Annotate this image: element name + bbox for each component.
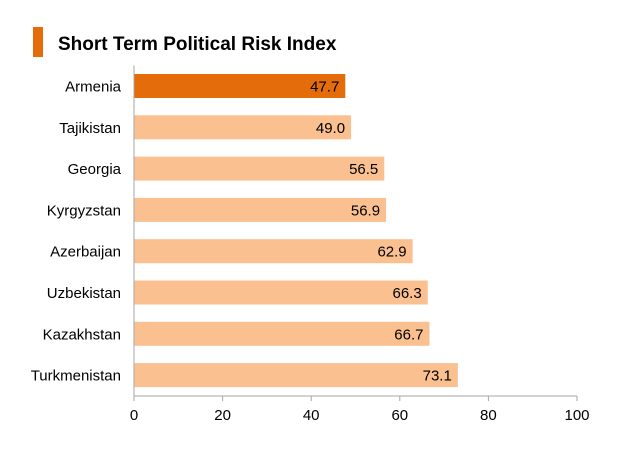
bar-turkmenistan xyxy=(134,363,458,388)
x-tick-label-100: 100 xyxy=(564,407,589,424)
value-label-georgia: 56.5 xyxy=(349,161,378,178)
value-label-turkmenistan: 73.1 xyxy=(423,368,452,385)
value-label-tajikistan: 49.0 xyxy=(316,120,345,137)
category-label-tajikistan: Tajikistan xyxy=(59,120,121,137)
category-label-georgia: Georgia xyxy=(68,161,122,178)
x-tick-label-0: 0 xyxy=(130,407,138,424)
category-label-kyrgyzstan: Kyrgyzstan xyxy=(47,202,121,219)
category-label-uzbekistan: Uzbekistan xyxy=(47,285,121,302)
value-label-uzbekistan: 66.3 xyxy=(393,285,422,302)
value-label-armenia: 47.7 xyxy=(310,79,339,96)
bar-tajikistan xyxy=(134,115,352,140)
category-label-azerbaijan: Azerbaijan xyxy=(50,244,121,261)
chart-title: Short Term Political Risk Index xyxy=(58,34,337,55)
x-axis: 0 20 40 60 80 100 xyxy=(130,65,590,424)
category-label-kazakhstan: Kazakhstan xyxy=(43,326,121,343)
title-marker xyxy=(33,27,43,57)
bar-azerbaijan xyxy=(134,239,413,264)
bar-armenia xyxy=(134,74,346,98)
value-label-azerbaijan: 62.9 xyxy=(377,244,406,261)
bar-kazakhstan xyxy=(134,321,430,346)
category-label-turkmenistan: Turkmenistan xyxy=(31,368,121,385)
x-tick-label-20: 20 xyxy=(214,407,231,424)
x-tick-label-60: 60 xyxy=(391,407,408,424)
bar-uzbekistan xyxy=(134,280,428,305)
value-label-kyrgyzstan: 56.9 xyxy=(351,202,380,219)
x-tick-label-80: 80 xyxy=(480,407,497,424)
bar-kyrgyzstan xyxy=(134,197,387,222)
bar-georgia xyxy=(134,156,385,181)
bars-layer: Armenia 47.7 Tajikistan 49.0 Georgia 56.5 Kyrg… xyxy=(31,74,458,388)
category-label-armenia: Armenia xyxy=(65,79,122,96)
x-tick-label-40: 40 xyxy=(303,407,320,424)
value-label-kazakhstan: 66.7 xyxy=(394,326,423,343)
